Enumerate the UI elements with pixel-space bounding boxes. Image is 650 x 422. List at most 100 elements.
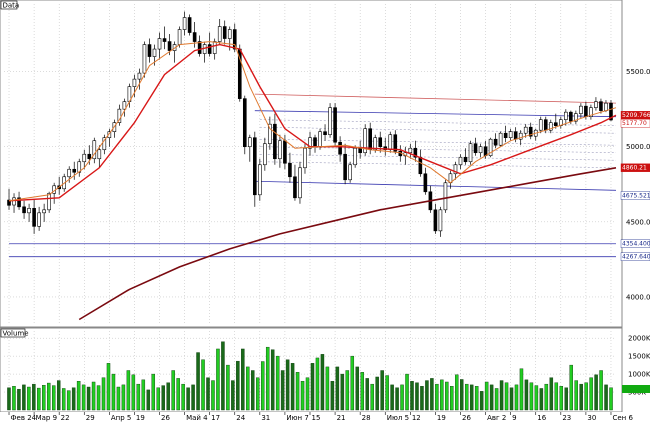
price-tag-label: 4267.6400 <box>622 254 650 261</box>
volume-bar <box>564 387 568 411</box>
volume-bar <box>52 385 56 411</box>
volume-bar <box>17 388 21 411</box>
volume-bar <box>574 380 578 411</box>
candle-body <box>283 140 287 164</box>
candle-body <box>433 209 438 232</box>
candle-body <box>458 156 463 166</box>
volume-bar <box>410 381 414 411</box>
volume-bar <box>166 382 170 411</box>
volume-bar <box>76 381 81 411</box>
volume-bar <box>320 354 325 411</box>
candle-body <box>87 153 92 160</box>
candle-body <box>518 132 523 140</box>
volume-bar <box>201 359 205 411</box>
candle-body <box>298 167 302 199</box>
date-tick-label: Авг 2 <box>487 414 506 422</box>
date-tick-label: 26 <box>462 414 471 422</box>
volume-bar <box>42 385 46 411</box>
volume-bar <box>22 384 26 411</box>
candle-body <box>528 126 533 137</box>
volume-bar <box>390 384 394 411</box>
volume-bar <box>330 381 335 411</box>
candle-body <box>438 209 443 232</box>
volume-tick-label: 2000K <box>628 335 650 343</box>
date-tick-label: 30 <box>587 414 596 422</box>
date-tick-label: Апр 5 <box>111 414 132 422</box>
volume-bar <box>270 349 275 411</box>
candle-body <box>569 111 573 122</box>
volume-bar <box>345 370 350 411</box>
volume-bar <box>350 355 355 411</box>
volume-bar <box>509 387 514 411</box>
price-tick-label: 5000.00 <box>626 143 650 151</box>
price-tag-label: 4675.5210 <box>622 192 650 199</box>
candle-body <box>258 164 262 196</box>
volume-bar <box>7 387 11 411</box>
volume-panel[interactable]: 2000K1500K1000K500K Volume <box>0 327 650 413</box>
candle-body <box>288 162 292 178</box>
date-axis-background <box>0 412 650 422</box>
candle-body <box>609 102 613 121</box>
volume-bar <box>86 386 91 411</box>
candle-body <box>418 156 423 175</box>
candle-body <box>453 164 458 175</box>
volume-bar <box>156 387 160 411</box>
candle-body <box>303 147 307 169</box>
candle-body <box>388 134 393 151</box>
candle-body <box>32 208 36 227</box>
volume-bar <box>260 361 265 411</box>
volume-bar <box>171 370 175 411</box>
volume-grid <box>4 331 616 410</box>
price-panel[interactable]: 5500.00 5000.00 4500.00 4000.00 5209.766051… <box>0 0 650 328</box>
candle-body <box>574 113 578 122</box>
volume-bar <box>355 366 360 411</box>
candle-body <box>599 101 603 111</box>
candle-body <box>157 38 162 50</box>
volume-bar <box>275 355 280 411</box>
volume-bar <box>579 383 583 411</box>
volume-bar <box>146 389 151 411</box>
date-tick-label: 26 <box>161 414 170 422</box>
volume-bar <box>544 383 549 411</box>
ma-mid-line <box>8 43 617 202</box>
candle-body <box>232 29 237 50</box>
volume-bar <box>604 384 608 411</box>
volume-bar <box>61 388 66 411</box>
candle-body <box>212 41 217 54</box>
price-panel-background <box>0 0 623 328</box>
volume-bar <box>474 386 479 411</box>
volume-bar-series <box>7 341 613 411</box>
candle-body <box>82 153 87 163</box>
date-tick-label: 22 <box>61 414 70 422</box>
volume-bar <box>559 386 564 411</box>
price-tag-label: 4354.4000 <box>622 241 650 248</box>
volume-bar <box>430 378 434 411</box>
volume-bar <box>121 384 126 411</box>
volume-bar <box>206 377 210 411</box>
candle-body <box>378 137 383 148</box>
volume-bar <box>265 346 270 411</box>
candle-body <box>247 137 252 148</box>
candle-body <box>102 137 107 151</box>
candle-body <box>463 156 468 163</box>
date-tick-label: Май 4 <box>186 414 208 422</box>
date-axis: Фев 24 Мар 9 22 29 Апр 5 19 26 Май 4 17 24 31 Июн 7… <box>0 412 650 422</box>
candle-body <box>343 153 347 181</box>
volume-bar <box>56 380 61 411</box>
volume-bar <box>176 378 180 411</box>
candle-body <box>47 192 51 211</box>
candle-body <box>122 101 127 110</box>
volume-bar <box>539 388 544 411</box>
volume-bar <box>524 379 529 411</box>
candle-body <box>313 137 317 148</box>
volume-panel-label: Volume <box>3 330 29 338</box>
candle-body <box>483 146 488 157</box>
date-tick-label: Июн 7 <box>286 414 308 422</box>
price-tag-box <box>620 239 650 248</box>
date-tick-label: 19 <box>136 414 145 422</box>
candle-body <box>132 78 137 87</box>
volume-bar <box>231 380 235 411</box>
candle-body <box>503 132 508 139</box>
candle-body <box>308 137 312 149</box>
